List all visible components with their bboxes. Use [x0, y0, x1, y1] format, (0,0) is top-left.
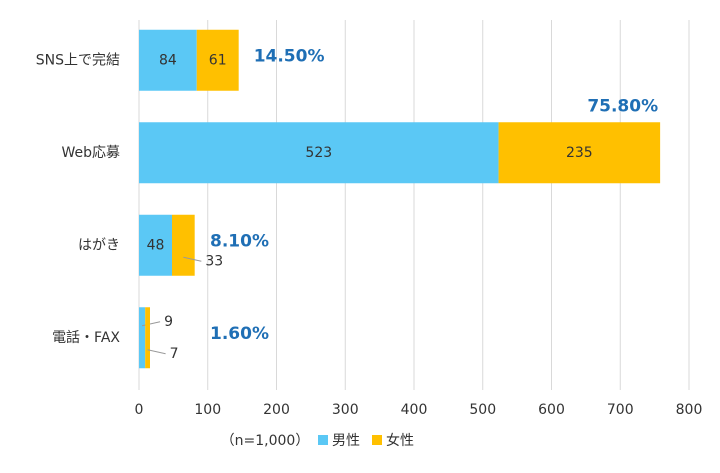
bar-segment [139, 214, 172, 276]
leader-line [147, 349, 166, 355]
total-annotation: 75.80% [587, 96, 658, 116]
data-label: 61 [209, 52, 227, 68]
category-label: 電話・FAX [52, 329, 120, 346]
bar-segment [172, 214, 195, 276]
data-label: 9 [164, 314, 173, 330]
x-tick-label: 800 [676, 402, 703, 418]
bar-segment [498, 122, 661, 184]
bar-segment [145, 307, 150, 369]
data-label: 84 [159, 52, 177, 68]
data-label: 7 [170, 346, 179, 362]
x-tick-label: 200 [263, 402, 290, 418]
data-label: 48 [147, 237, 165, 253]
bar-segment [139, 307, 146, 369]
category-label: SNS上で完結 [36, 52, 120, 68]
data-label: 33 [205, 253, 223, 269]
legend-swatch [372, 435, 382, 445]
x-tick-label: 100 [194, 402, 221, 418]
leader-line [141, 321, 161, 327]
x-tick-label: 700 [607, 402, 634, 418]
total-annotation: 8.10% [210, 231, 269, 251]
category-label: Web応募 [61, 145, 120, 161]
x-tick-label: 600 [538, 402, 565, 418]
x-tick-label: 400 [401, 402, 428, 418]
total-annotation: 1.60% [210, 324, 269, 344]
x-tick-label: 300 [332, 402, 359, 418]
total-annotation: 14.50% [254, 46, 325, 66]
data-label: 235 [566, 145, 593, 161]
x-tick-label: 0 [135, 402, 144, 418]
category-label: はがき [78, 237, 120, 253]
bar-segment [139, 122, 499, 184]
leader-line [183, 256, 202, 262]
bar-segment [139, 29, 197, 91]
bar-segment [196, 29, 239, 91]
legend-label: 男性 [332, 433, 360, 449]
legend-swatch [318, 435, 328, 445]
legend-label: 女性 [386, 432, 414, 449]
note: （n=1,000） [221, 433, 310, 449]
x-tick-label: 500 [469, 402, 496, 418]
data-label: 523 [305, 145, 332, 161]
